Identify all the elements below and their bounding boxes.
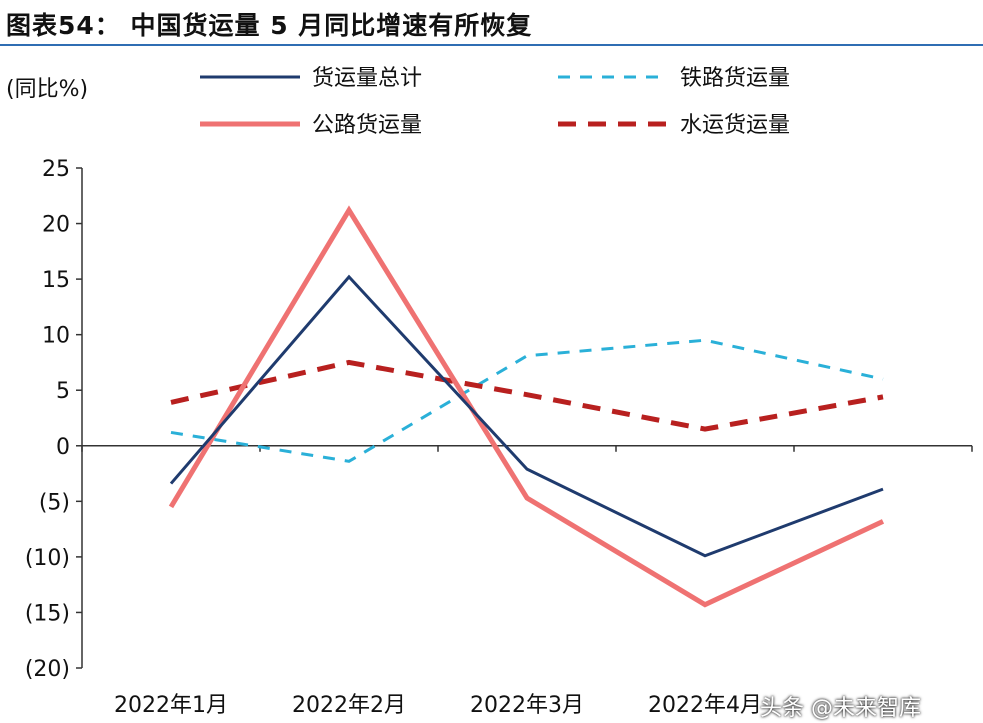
legend-label-1: 货运量总计 xyxy=(312,66,422,91)
y-tick-label: 15 xyxy=(42,268,70,293)
series-line-2 xyxy=(170,338,884,463)
title-rule xyxy=(0,44,983,46)
series-group xyxy=(168,205,885,608)
legend-label-2: 铁路货运量 xyxy=(680,66,790,91)
series-line-1 xyxy=(169,274,884,558)
y-tick-label: 0 xyxy=(56,435,70,460)
y-tick-label: 10 xyxy=(42,324,70,349)
series-line-4 xyxy=(170,359,884,432)
x-tick-label: 2022年1月 xyxy=(114,693,228,718)
y-axis-label: (同比%) xyxy=(6,77,88,102)
figure-title: 图表54： 中国货运量 5 月同比增速有所恢复 xyxy=(6,11,533,40)
x-tick-label: 2022年4月 xyxy=(648,693,762,718)
x-tick-label: 2022年2月 xyxy=(292,693,406,718)
y-tick-label: (15) xyxy=(25,601,70,626)
y-tick-label: 5 xyxy=(56,379,70,404)
legend-label-3: 公路货运量 xyxy=(312,113,422,138)
watermark: 头条 @未来智库 xyxy=(760,696,921,721)
y-axis: 25 20 15 10 5 0 (5) (10) (15) (20) xyxy=(25,157,83,682)
y-tick-label: (10) xyxy=(25,546,70,571)
legend-label-4: 水运货运量 xyxy=(680,113,790,138)
x-tick-label: 2022年3月 xyxy=(470,693,584,718)
y-tick-label: 20 xyxy=(42,213,70,238)
y-tick-label: (20) xyxy=(25,657,70,682)
y-tick-label: (5) xyxy=(39,490,70,515)
x-axis: 2022年1月 2022年2月 2022年3月 2022年4月 xyxy=(81,445,973,718)
series-line-3 xyxy=(168,205,885,608)
y-tick-label: 25 xyxy=(42,157,70,182)
